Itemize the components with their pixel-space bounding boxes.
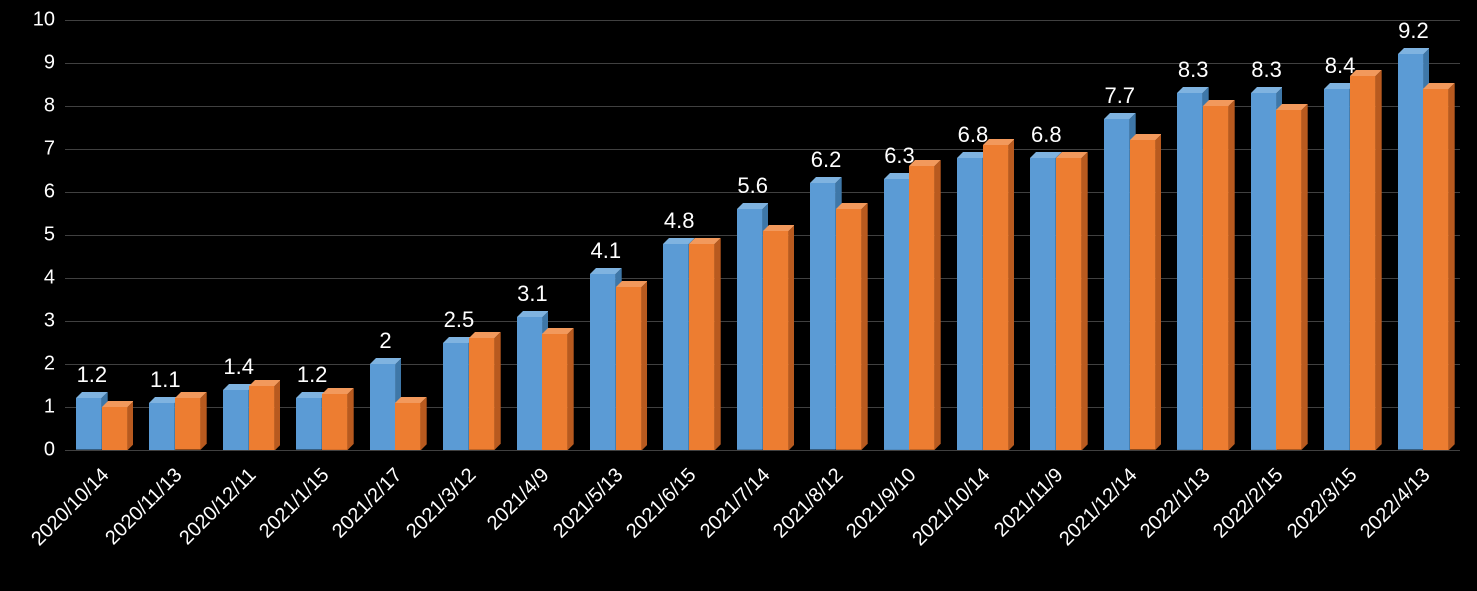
x-tick-label: 2021/2/17: [328, 464, 407, 543]
data-label: 1.2: [77, 362, 108, 388]
bar-series-b: [1350, 70, 1382, 450]
y-tick-label: 7: [0, 138, 55, 161]
data-label: 1.2: [297, 362, 328, 388]
data-label: 4.1: [591, 238, 622, 264]
y-tick-label: 8: [0, 95, 55, 118]
y-tick-label: 1: [0, 396, 55, 419]
bar-series-b: [322, 388, 354, 450]
data-label: 6.2: [811, 147, 842, 173]
x-tick-label: 2020/10/14: [27, 464, 114, 551]
bar-series-b: [175, 392, 207, 450]
x-tick-label: 2021/4/9: [483, 464, 554, 535]
x-tick-label: 2021/7/14: [696, 464, 775, 543]
y-tick-label: 4: [0, 267, 55, 290]
y-tick-label: 0: [0, 439, 55, 462]
bar-series-b: [1203, 100, 1235, 450]
bar-series-b: [1130, 134, 1162, 450]
bar-series-b: [542, 328, 574, 450]
y-tick-label: 6: [0, 181, 55, 204]
data-label: 4.8: [664, 208, 695, 234]
y-tick-label: 3: [0, 310, 55, 333]
bar-series-b: [395, 397, 427, 450]
x-tick-label: 2022/4/13: [1356, 464, 1435, 543]
x-tick-label: 2021/9/10: [842, 464, 921, 543]
data-label: 1.1: [150, 367, 181, 393]
x-tick-label: 2020/12/11: [175, 464, 261, 550]
gridline: [65, 450, 1460, 451]
x-tick-label: 2021/3/12: [402, 464, 481, 543]
y-tick-label: 10: [0, 9, 55, 32]
y-tick-label: 9: [0, 52, 55, 75]
data-label: 3.1: [517, 281, 548, 307]
x-tick-label: 2021/12/14: [1055, 464, 1142, 551]
bar-series-b: [249, 380, 281, 451]
data-label: 1.4: [223, 354, 254, 380]
bar-series-b: [1056, 152, 1088, 450]
data-label: 7.7: [1104, 83, 1135, 109]
y-tick-label: 5: [0, 224, 55, 247]
bar-series-b: [983, 139, 1015, 450]
y-tick-label: 2: [0, 353, 55, 376]
data-label: 8.3: [1178, 57, 1209, 83]
x-tick-label: 2022/1/13: [1136, 464, 1215, 543]
chart-container: 0 1 2 3 4 5 6 7 8 9 10 2020/10/142020/11/132020/12…: [0, 0, 1477, 591]
x-tick-label: 2021/11/9: [990, 464, 1068, 542]
bar-series-b: [836, 203, 868, 450]
data-label: 6.8: [958, 122, 989, 148]
bar-series-b: [1276, 104, 1308, 450]
x-tick-label: 2021/5/13: [549, 464, 628, 543]
data-label: 2.5: [444, 307, 475, 333]
x-tick-label: 2021/1/15: [255, 464, 334, 543]
x-tick-label: 2021/10/14: [908, 464, 995, 551]
data-label: 5.6: [737, 173, 768, 199]
bar-series-b: [909, 160, 941, 450]
data-label: 8.3: [1251, 57, 1282, 83]
x-tick-label: 2020/11/13: [101, 464, 187, 550]
bar-series-b: [1423, 83, 1455, 450]
bar-series-b: [102, 401, 134, 450]
bar-series-b: [616, 281, 648, 450]
x-tick-label: 2021/8/12: [769, 464, 848, 543]
bar-series-b: [469, 332, 501, 450]
x-tick-label: 2021/6/15: [622, 464, 701, 543]
data-label: 2: [379, 328, 391, 354]
data-label: 8.4: [1325, 53, 1356, 79]
bar-series-b: [763, 225, 795, 450]
bar-series-b: [689, 238, 721, 450]
gridline: [65, 20, 1460, 21]
x-tick-label: 2022/3/15: [1283, 464, 1362, 543]
x-tick-label: 2022/2/15: [1210, 464, 1289, 543]
data-label: 6.8: [1031, 122, 1062, 148]
data-label: 6.3: [884, 143, 915, 169]
data-label: 9.2: [1398, 18, 1429, 44]
